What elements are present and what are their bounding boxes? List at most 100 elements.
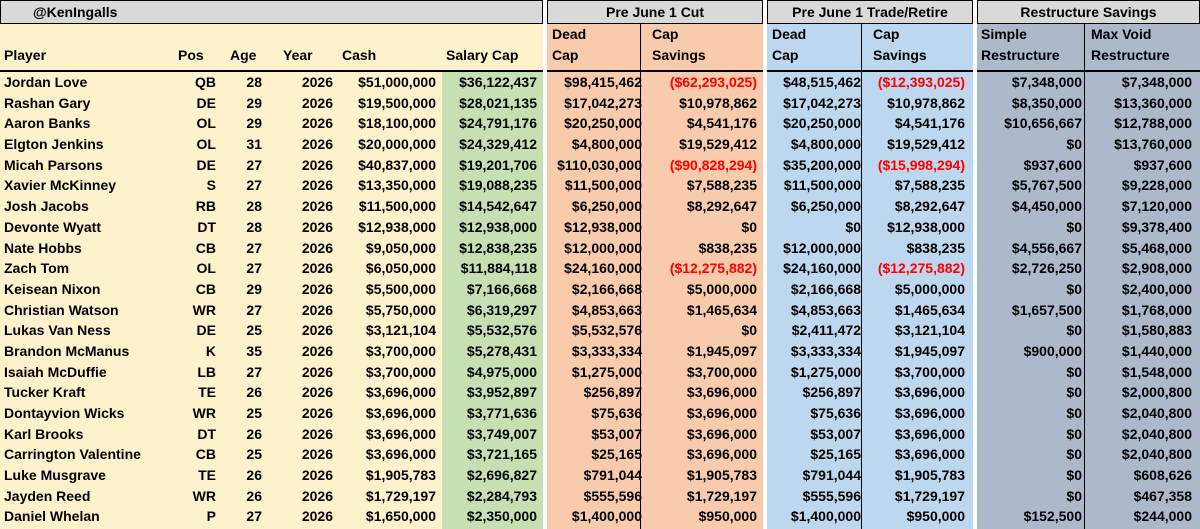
position-cell: OL — [196, 115, 216, 132]
table-row: $4,800,000 $19,529,412 — [767, 134, 973, 155]
cut-dead-cap-cell: $53,007 — [591, 425, 642, 442]
max-void-restructure-cell: $1,580,883 — [1121, 322, 1192, 339]
position-cell: WR — [192, 405, 216, 421]
simple-restructure-cell: $8,350,000 — [1011, 94, 1082, 111]
table-row: $0 $608,626 — [977, 465, 1200, 486]
salary-cap-cell: $19,088,235 — [459, 177, 537, 194]
simple-restructure-cell: $937,600 — [1023, 156, 1082, 173]
cut-dead-cap-cell: $791,044 — [583, 467, 642, 484]
table-row: $48,515,462 ($12,393,025) — [767, 72, 973, 93]
table-row: $98,415,462 ($62,293,025) — [547, 72, 763, 93]
max-void-restructure-cell: $9,228,000 — [1121, 177, 1192, 194]
age-cell: 27 — [246, 156, 262, 173]
salary-cap-cell: $24,329,412 — [459, 136, 537, 153]
table-row: $0 $2,400,000 — [977, 279, 1200, 300]
table-row: $11,500,000 $7,588,235 — [767, 175, 973, 196]
year-cell: 2026 — [301, 322, 333, 339]
trade-dead-cap-cell: $0 — [845, 218, 861, 235]
salary-cap-cell: $3,749,007 — [466, 425, 537, 442]
year-cell: 2026 — [301, 94, 333, 111]
simple-restructure-header-line2: Restructure — [981, 47, 1060, 63]
table-row: $0 $2,040,800 — [977, 444, 1200, 465]
year-cell: 2026 — [301, 218, 333, 235]
year-cell: 2026 — [301, 115, 333, 132]
age-cell: 29 — [246, 280, 262, 297]
cut-dead-cap-cell: $20,250,000 — [564, 115, 642, 132]
age-cell: 31 — [246, 136, 262, 153]
age-cell: 27 — [246, 260, 262, 277]
cash-cell: $51,000,000 — [358, 74, 436, 90]
max-void-restructure-cell: $1,768,000 — [1121, 301, 1192, 318]
simple-restructure-cell: $4,556,667 — [1011, 239, 1082, 256]
simple-restructure-cell: $0 — [1066, 280, 1082, 297]
age-cell: 28 — [246, 74, 262, 90]
max-void-restructure-cell: $9,378,400 — [1121, 218, 1192, 235]
table-row: Devonte Wyatt DT 28 2026 $12,938,000 $12,938,… — [0, 217, 543, 238]
cut-cap-savings-cell: $950,000 — [698, 508, 757, 525]
table-row: $5,767,500 $9,228,000 — [977, 175, 1200, 196]
year-cell: 2026 — [301, 280, 333, 297]
trade-dead-cap-header-line1: Dead — [772, 26, 807, 42]
position-cell: CB — [195, 239, 216, 256]
table-row: Keisean Nixon CB 29 2026 $5,500,000 $7,166,66… — [0, 279, 543, 300]
simple-restructure-cell: $0 — [1066, 363, 1082, 380]
trade-dead-cap-cell: $2,166,668 — [790, 280, 861, 297]
table-row: $53,007 $3,696,000 — [547, 424, 763, 445]
player-name-cell: Nate Hobbs — [4, 239, 82, 256]
table-row: Aaron Banks OL 29 2026 $18,100,000 $24,791,17… — [0, 113, 543, 134]
max-void-restructure-cell: $2,908,000 — [1121, 260, 1192, 277]
age-cell: 28 — [246, 198, 262, 215]
table-row: Jayden Reed WR 26 2026 $1,729,197 $2,284,793 — [0, 486, 543, 507]
cash-cell: $1,650,000 — [365, 508, 436, 525]
cash-cell: $13,350,000 — [358, 177, 436, 194]
table-row: $35,200,000 ($15,998,294) — [767, 155, 973, 176]
cash-cell: $1,729,197 — [365, 487, 436, 504]
age-cell: 28 — [246, 218, 262, 235]
cut-cap-savings-cell: ($62,293,025) — [669, 74, 757, 90]
max-void-header-line1: Max Void — [1091, 26, 1152, 42]
cut-block: Pre June 1 Cut Dead Cap Cap Savings $98,… — [547, 0, 763, 529]
table-row: $7,348,000 $7,348,000 — [977, 72, 1200, 93]
table-row: $6,250,000 $8,292,647 — [767, 196, 973, 217]
header-salary-cap: Salary Cap — [446, 47, 519, 63]
restructure-column-divider — [1084, 24, 1085, 529]
simple-restructure-cell: $4,450,000 — [1011, 198, 1082, 215]
player-info-header: Player Pos Age Year Cash Salary Cap — [0, 24, 543, 72]
trade-cap-savings-cell: ($15,998,294) — [877, 156, 965, 173]
table-row: Tucker Kraft TE 26 2026 $3,696,000 $3,952,897 — [0, 382, 543, 403]
cash-cell: $6,050,000 — [365, 260, 436, 277]
cut-dead-cap-cell: $17,042,273 — [564, 94, 642, 111]
table-row: $152,500 $244,000 — [977, 506, 1200, 527]
trade-savings-header-line1: Cap — [873, 26, 900, 42]
table-row: Xavier McKinney S 27 2026 $13,350,000 $19,088… — [0, 175, 543, 196]
table-row: Nate Hobbs CB 27 2026 $9,050,000 $12,838,235 — [0, 238, 543, 259]
simple-restructure-header-line1: Simple — [981, 26, 1027, 42]
max-void-restructure-cell: $2,400,000 — [1121, 280, 1192, 297]
table-row: Brandon McManus K 35 2026 $3,700,000 $5,278,4… — [0, 341, 543, 362]
handle-title: @KenIngalls — [0, 0, 543, 24]
table-row: Daniel Whelan P 27 2026 $1,650,000 $2,350,000 — [0, 506, 543, 527]
position-cell: DT — [197, 218, 216, 235]
trade-block: Pre June 1 Trade/Retire Dead Cap Cap Sav… — [767, 0, 973, 529]
simple-restructure-cell: $900,000 — [1023, 342, 1082, 359]
cut-cap-savings-cell: ($12,275,882) — [669, 260, 757, 277]
year-cell: 2026 — [301, 260, 333, 277]
year-cell: 2026 — [301, 177, 333, 194]
table-row: Josh Jacobs RB 28 2026 $11,500,000 $14,542,64… — [0, 196, 543, 217]
cut-cap-savings-cell: $10,978,862 — [679, 94, 757, 111]
cash-cell: $5,500,000 — [365, 280, 436, 297]
cut-cap-savings-cell: $1,905,783 — [686, 467, 757, 484]
player-name-cell: Carrington Valentine — [4, 446, 141, 463]
age-cell: 27 — [246, 301, 262, 318]
cash-cell: $3,696,000 — [365, 425, 436, 442]
position-cell: DE — [196, 322, 216, 339]
trade-cap-savings-cell: $8,292,647 — [894, 198, 965, 215]
table-row: $8,350,000 $13,360,000 — [977, 93, 1200, 114]
cut-dead-cap-cell: $1,400,000 — [571, 508, 642, 525]
trade-cap-savings-cell: $950,000 — [906, 508, 965, 525]
cut-cap-savings-cell: ($90,828,294) — [669, 156, 757, 173]
max-void-restructure-cell: $937,600 — [1133, 156, 1192, 173]
cut-cap-savings-cell: $0 — [741, 218, 757, 235]
cut-cap-savings-cell: $3,700,000 — [686, 363, 757, 380]
cut-dead-cap-cell: $3,333,334 — [571, 342, 642, 359]
